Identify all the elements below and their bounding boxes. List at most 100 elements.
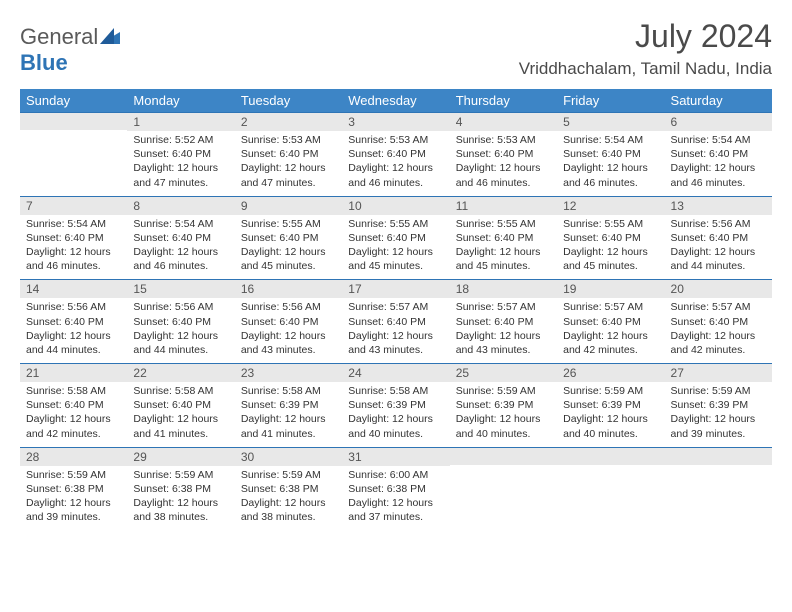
calendar-cell: 5Sunrise: 5:54 AMSunset: 6:40 PMDaylight… bbox=[557, 113, 664, 197]
calendar-cell: 14Sunrise: 5:56 AMSunset: 6:40 PMDayligh… bbox=[20, 280, 127, 364]
day-number: 21 bbox=[20, 364, 127, 382]
day-details: Sunrise: 5:57 AMSunset: 6:40 PMDaylight:… bbox=[665, 298, 772, 363]
day-number: 31 bbox=[342, 448, 449, 466]
day-details: Sunrise: 5:57 AMSunset: 6:40 PMDaylight:… bbox=[557, 298, 664, 363]
day-number: 13 bbox=[665, 197, 772, 215]
calendar-cell: 24Sunrise: 5:58 AMSunset: 6:39 PMDayligh… bbox=[342, 364, 449, 448]
calendar-cell: 30Sunrise: 5:59 AMSunset: 6:38 PMDayligh… bbox=[235, 447, 342, 530]
day-details: Sunrise: 5:59 AMSunset: 6:38 PMDaylight:… bbox=[235, 466, 342, 531]
day-number: 19 bbox=[557, 280, 664, 298]
calendar-week-row: 14Sunrise: 5:56 AMSunset: 6:40 PMDayligh… bbox=[20, 280, 772, 364]
day-details: Sunrise: 5:56 AMSunset: 6:40 PMDaylight:… bbox=[235, 298, 342, 363]
calendar-cell: 17Sunrise: 5:57 AMSunset: 6:40 PMDayligh… bbox=[342, 280, 449, 364]
day-number bbox=[557, 448, 664, 465]
day-number: 12 bbox=[557, 197, 664, 215]
calendar-cell: 11Sunrise: 5:55 AMSunset: 6:40 PMDayligh… bbox=[450, 196, 557, 280]
day-number: 24 bbox=[342, 364, 449, 382]
day-details: Sunrise: 5:58 AMSunset: 6:40 PMDaylight:… bbox=[127, 382, 234, 447]
calendar-cell: 18Sunrise: 5:57 AMSunset: 6:40 PMDayligh… bbox=[450, 280, 557, 364]
calendar-cell: 22Sunrise: 5:58 AMSunset: 6:40 PMDayligh… bbox=[127, 364, 234, 448]
month-title: July 2024 bbox=[519, 18, 772, 55]
day-number: 11 bbox=[450, 197, 557, 215]
calendar-cell: 26Sunrise: 5:59 AMSunset: 6:39 PMDayligh… bbox=[557, 364, 664, 448]
day-details bbox=[20, 130, 127, 188]
day-details: Sunrise: 5:55 AMSunset: 6:40 PMDaylight:… bbox=[450, 215, 557, 280]
day-details bbox=[557, 465, 664, 523]
day-details: Sunrise: 5:59 AMSunset: 6:39 PMDaylight:… bbox=[557, 382, 664, 447]
day-details bbox=[665, 465, 772, 523]
day-number bbox=[20, 113, 127, 130]
day-details: Sunrise: 5:55 AMSunset: 6:40 PMDaylight:… bbox=[342, 215, 449, 280]
calendar-cell: 19Sunrise: 5:57 AMSunset: 6:40 PMDayligh… bbox=[557, 280, 664, 364]
calendar-cell: 1Sunrise: 5:52 AMSunset: 6:40 PMDaylight… bbox=[127, 113, 234, 197]
day-number bbox=[450, 448, 557, 465]
logo-part2: Blue bbox=[20, 50, 68, 75]
day-details: Sunrise: 5:55 AMSunset: 6:40 PMDaylight:… bbox=[557, 215, 664, 280]
calendar-cell: 8Sunrise: 5:54 AMSunset: 6:40 PMDaylight… bbox=[127, 196, 234, 280]
calendar-header-row: SundayMondayTuesdayWednesdayThursdayFrid… bbox=[20, 89, 772, 113]
calendar-table: SundayMondayTuesdayWednesdayThursdayFrid… bbox=[20, 89, 772, 530]
calendar-cell: 15Sunrise: 5:56 AMSunset: 6:40 PMDayligh… bbox=[127, 280, 234, 364]
day-header: Monday bbox=[127, 89, 234, 113]
calendar-cell: 9Sunrise: 5:55 AMSunset: 6:40 PMDaylight… bbox=[235, 196, 342, 280]
logo-part1: General bbox=[20, 24, 98, 49]
day-number: 10 bbox=[342, 197, 449, 215]
calendar-cell: 25Sunrise: 5:59 AMSunset: 6:39 PMDayligh… bbox=[450, 364, 557, 448]
day-details: Sunrise: 5:59 AMSunset: 6:39 PMDaylight:… bbox=[450, 382, 557, 447]
day-details: Sunrise: 5:58 AMSunset: 6:40 PMDaylight:… bbox=[20, 382, 127, 447]
day-number: 30 bbox=[235, 448, 342, 466]
day-header: Sunday bbox=[20, 89, 127, 113]
header: GeneralBlue July 2024 Vriddhachalam, Tam… bbox=[20, 18, 772, 79]
calendar-cell bbox=[557, 447, 664, 530]
day-number: 14 bbox=[20, 280, 127, 298]
location: Vriddhachalam, Tamil Nadu, India bbox=[519, 59, 772, 79]
title-block: July 2024 Vriddhachalam, Tamil Nadu, Ind… bbox=[519, 18, 772, 79]
day-details: Sunrise: 5:59 AMSunset: 6:38 PMDaylight:… bbox=[127, 466, 234, 531]
day-number: 26 bbox=[557, 364, 664, 382]
calendar-cell: 20Sunrise: 5:57 AMSunset: 6:40 PMDayligh… bbox=[665, 280, 772, 364]
calendar-cell: 23Sunrise: 5:58 AMSunset: 6:39 PMDayligh… bbox=[235, 364, 342, 448]
day-number: 9 bbox=[235, 197, 342, 215]
day-header: Friday bbox=[557, 89, 664, 113]
calendar-cell: 6Sunrise: 5:54 AMSunset: 6:40 PMDaylight… bbox=[665, 113, 772, 197]
calendar-body: 1Sunrise: 5:52 AMSunset: 6:40 PMDaylight… bbox=[20, 113, 772, 531]
day-details: Sunrise: 5:54 AMSunset: 6:40 PMDaylight:… bbox=[20, 215, 127, 280]
day-number: 5 bbox=[557, 113, 664, 131]
calendar-week-row: 7Sunrise: 5:54 AMSunset: 6:40 PMDaylight… bbox=[20, 196, 772, 280]
calendar-cell bbox=[20, 113, 127, 197]
day-number: 23 bbox=[235, 364, 342, 382]
day-number: 15 bbox=[127, 280, 234, 298]
calendar-cell: 28Sunrise: 5:59 AMSunset: 6:38 PMDayligh… bbox=[20, 447, 127, 530]
day-details: Sunrise: 5:58 AMSunset: 6:39 PMDaylight:… bbox=[342, 382, 449, 447]
day-number: 29 bbox=[127, 448, 234, 466]
calendar-week-row: 1Sunrise: 5:52 AMSunset: 6:40 PMDaylight… bbox=[20, 113, 772, 197]
day-details: Sunrise: 5:56 AMSunset: 6:40 PMDaylight:… bbox=[127, 298, 234, 363]
day-details: Sunrise: 5:57 AMSunset: 6:40 PMDaylight:… bbox=[342, 298, 449, 363]
day-header: Thursday bbox=[450, 89, 557, 113]
day-number: 27 bbox=[665, 364, 772, 382]
day-details: Sunrise: 5:54 AMSunset: 6:40 PMDaylight:… bbox=[665, 131, 772, 196]
calendar-cell: 16Sunrise: 5:56 AMSunset: 6:40 PMDayligh… bbox=[235, 280, 342, 364]
calendar-cell bbox=[665, 447, 772, 530]
calendar-week-row: 28Sunrise: 5:59 AMSunset: 6:38 PMDayligh… bbox=[20, 447, 772, 530]
day-details: Sunrise: 5:54 AMSunset: 6:40 PMDaylight:… bbox=[557, 131, 664, 196]
calendar-cell: 10Sunrise: 5:55 AMSunset: 6:40 PMDayligh… bbox=[342, 196, 449, 280]
day-details: Sunrise: 5:53 AMSunset: 6:40 PMDaylight:… bbox=[235, 131, 342, 196]
day-number: 7 bbox=[20, 197, 127, 215]
day-number: 17 bbox=[342, 280, 449, 298]
day-number: 20 bbox=[665, 280, 772, 298]
day-number: 25 bbox=[450, 364, 557, 382]
day-number: 2 bbox=[235, 113, 342, 131]
calendar-cell: 13Sunrise: 5:56 AMSunset: 6:40 PMDayligh… bbox=[665, 196, 772, 280]
day-number: 8 bbox=[127, 197, 234, 215]
logo-text: GeneralBlue bbox=[20, 24, 120, 76]
day-number: 1 bbox=[127, 113, 234, 131]
logo-triangle-icon bbox=[100, 24, 120, 49]
calendar-cell: 7Sunrise: 5:54 AMSunset: 6:40 PMDaylight… bbox=[20, 196, 127, 280]
day-details: Sunrise: 5:53 AMSunset: 6:40 PMDaylight:… bbox=[342, 131, 449, 196]
day-details bbox=[450, 465, 557, 523]
day-number: 3 bbox=[342, 113, 449, 131]
calendar-week-row: 21Sunrise: 5:58 AMSunset: 6:40 PMDayligh… bbox=[20, 364, 772, 448]
calendar-cell: 31Sunrise: 6:00 AMSunset: 6:38 PMDayligh… bbox=[342, 447, 449, 530]
calendar-cell: 3Sunrise: 5:53 AMSunset: 6:40 PMDaylight… bbox=[342, 113, 449, 197]
